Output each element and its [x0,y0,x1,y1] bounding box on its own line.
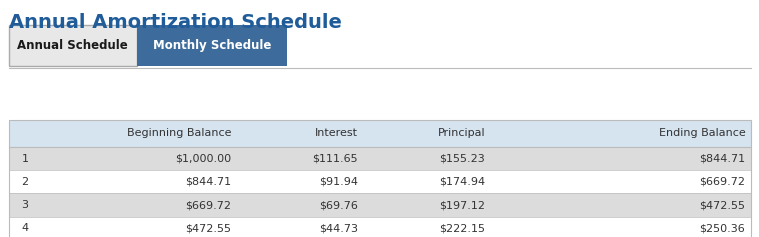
Text: $222.15: $222.15 [439,223,485,233]
Bar [9,217,41,237]
Text: $1,000.00: $1,000.00 [175,154,231,164]
Text: 4: 4 [21,223,29,233]
Bar [41,217,237,237]
Text: $669.72: $669.72 [699,177,745,187]
Text: $197.12: $197.12 [439,200,485,210]
Bar [490,170,751,193]
Text: $472.55: $472.55 [185,223,231,233]
Bar [41,193,237,217]
Bar [9,147,41,170]
Text: Annual Schedule: Annual Schedule [17,39,128,52]
Bar [490,147,751,170]
Bar [9,120,751,237]
Text: $111.65: $111.65 [313,154,358,164]
Text: 1: 1 [21,154,29,164]
Bar [237,147,364,170]
Bar [237,217,364,237]
Text: Beginning Balance: Beginning Balance [127,128,231,138]
Text: $250.36: $250.36 [700,223,745,233]
Text: $669.72: $669.72 [185,200,231,210]
Bar [364,193,490,217]
Text: 2: 2 [21,177,29,187]
Text: $155.23: $155.23 [439,154,485,164]
Text: $174.94: $174.94 [439,177,485,187]
Bar [9,193,41,217]
Text: Principal: Principal [437,128,485,138]
Bar [41,170,237,193]
Text: $69.76: $69.76 [320,200,358,210]
Bar [41,120,237,147]
Bar [364,217,490,237]
Bar [237,120,364,147]
Text: $91.94: $91.94 [320,177,358,187]
Bar [41,147,237,170]
Bar [364,147,490,170]
Bar [490,120,751,147]
Text: Monthly Schedule: Monthly Schedule [153,39,271,52]
Text: $44.73: $44.73 [320,223,358,233]
Bar [237,193,364,217]
Bar [490,217,751,237]
Bar [137,25,287,66]
Bar [364,120,490,147]
Bar [9,170,41,193]
Text: Ending Balance: Ending Balance [659,128,745,138]
Text: 3: 3 [21,200,29,210]
Text: $844.71: $844.71 [185,177,231,187]
Bar [490,193,751,217]
Text: $844.71: $844.71 [699,154,745,164]
Bar [9,25,137,66]
Text: Interest: Interest [315,128,358,138]
Bar [364,170,490,193]
Bar [9,120,41,147]
Bar [237,170,364,193]
Text: Annual Amortization Schedule: Annual Amortization Schedule [9,13,342,32]
Text: $472.55: $472.55 [699,200,745,210]
